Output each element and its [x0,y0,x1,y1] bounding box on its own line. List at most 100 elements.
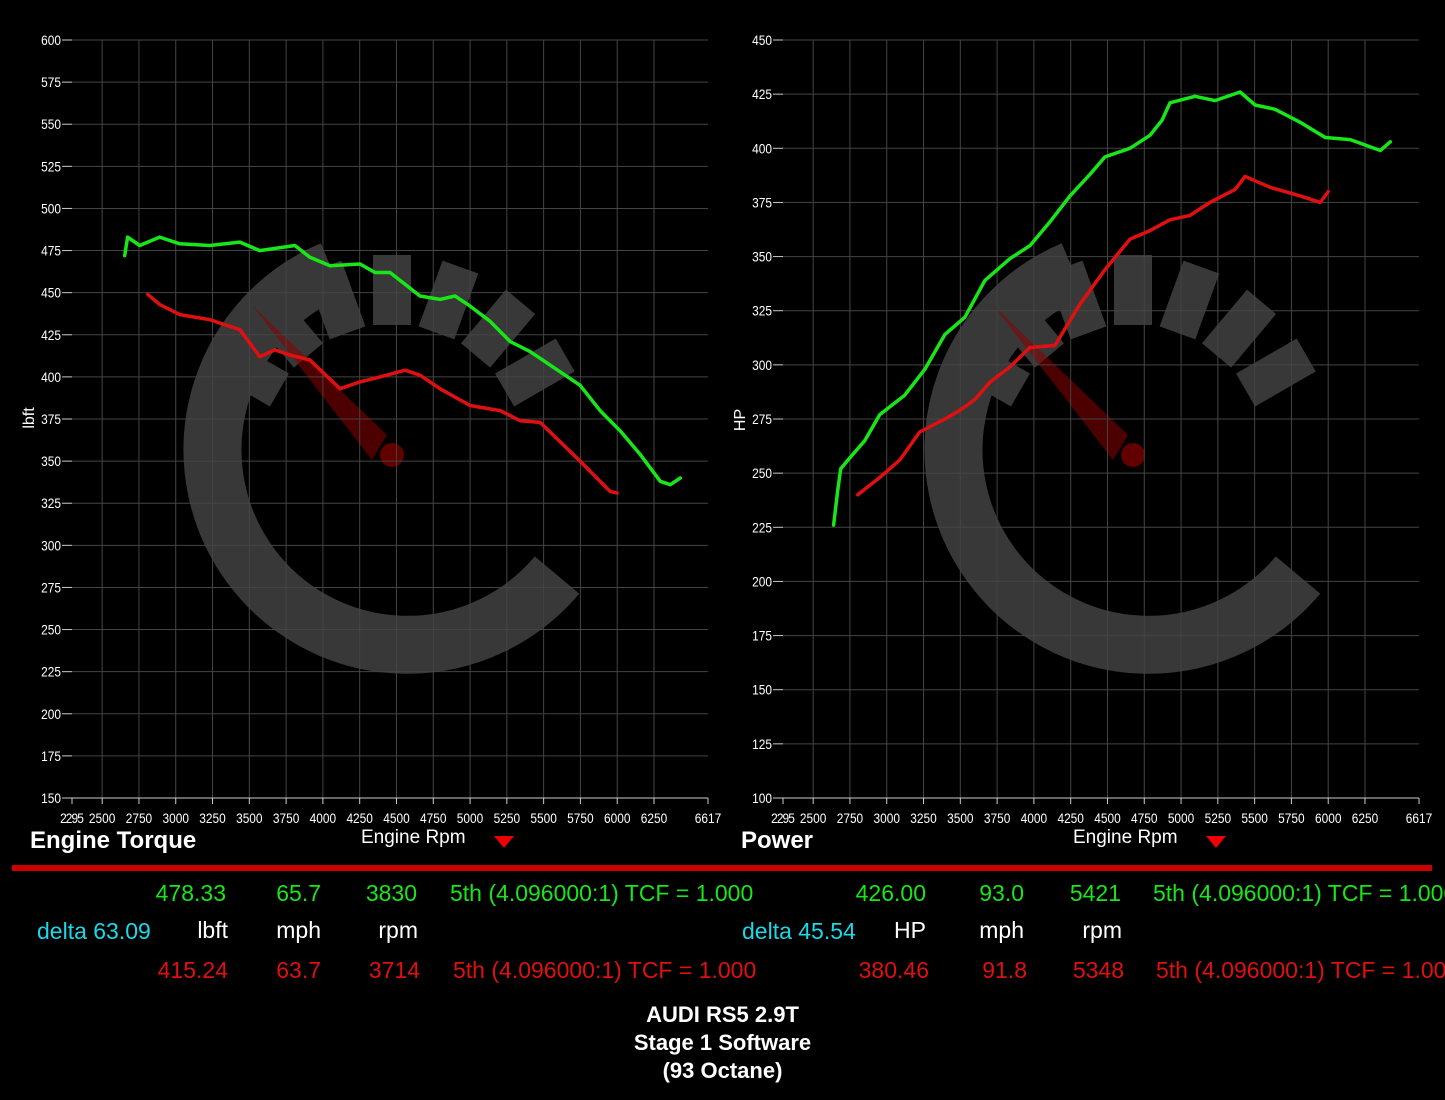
y-tick-label: 175 [752,628,772,644]
power-delta: delta 45.54 [742,918,856,944]
y-tick-label: 100 [752,790,772,806]
unit-rpm: rpm [1082,917,1122,943]
x-tick-label: 5250 [1205,810,1231,826]
tuned-torque-value: 478.33 [155,880,226,906]
stock-series-line [856,174,1330,497]
y-tick-label: 600 [41,32,61,48]
x-tick-label: 5750 [1278,810,1304,826]
watermark-gauge-tick [418,260,479,340]
footer-octane: (93 Octane) [662,1058,783,1083]
tuned-series-line [122,235,683,487]
stock-rpm: 5348 [1072,957,1124,983]
watermark-gauge-tick [495,338,575,407]
tuned-series-line [831,90,1393,527]
unit-hp: HP [894,917,926,943]
y-axis-label: HP [732,409,749,431]
stock-power-value: 380.46 [858,957,929,983]
tuned-speed: 93.0 [979,880,1024,906]
x-tick-label: 3500 [947,810,973,826]
watermark-needle [993,305,1128,460]
x-tick-label: 2750 [126,810,152,826]
torque-delta: delta 63.09 [37,918,151,944]
y-tick-label: 150 [41,790,61,806]
y-tick-label: 450 [41,285,61,301]
x-tick-label: 3750 [273,810,299,826]
y-tick-label: 275 [41,580,61,596]
watermark-gauge-tick [1046,260,1107,340]
x-tick-label: 6250 [641,810,667,826]
divider-bar [12,865,1432,871]
x-tick-label: 5500 [1241,810,1267,826]
tuned-gear: 5th (4.096000:1) TCF = 1.000 [1153,880,1445,906]
x-tick-label: 5000 [1168,810,1194,826]
stock-speed: 91.8 [982,957,1027,983]
x-tick-label: 4500 [383,810,409,826]
watermark-gauge-tick [305,260,366,340]
y-tick-label: 200 [41,706,61,722]
y-tick-label: 525 [41,158,61,174]
tuned-gear: 5th (4.096000:1) TCF = 1.000 [450,880,754,906]
y-tick-label: 475 [41,243,61,259]
x-tick-label: 6617 [695,810,721,826]
x-tick-label: 6250 [1352,810,1378,826]
x-tick-label: 2500 [89,810,115,826]
x-tick-label: 6000 [1315,810,1341,826]
stock-speed: 63.7 [276,957,321,983]
y-tick-label: 250 [41,622,61,638]
y-tick-label: 300 [752,357,772,373]
x-tick-label: 4750 [1131,810,1157,826]
watermark-gauge-tick [1236,338,1316,407]
stock-gear: 5th (4.096000:1) TCF = 1.000 [453,957,757,983]
unit-lbft: lbft [197,917,228,943]
stock-torque-value: 415.24 [157,957,228,983]
tuned-rpm: 3830 [365,880,417,906]
x-tick-label: 2750 [837,810,863,826]
dropdown-triangle-icon[interactable] [1206,836,1226,848]
x-tick-label: 4250 [1057,810,1083,826]
x-tick-label: 4500 [1094,810,1120,826]
y-axis-label: lbft [21,407,38,429]
y-tick-label: 300 [41,537,61,553]
x-tick-label: 2500 [800,810,826,826]
y-tick-label: 375 [752,194,772,210]
y-tick-label: 250 [752,465,772,481]
stock-rpm: 3714 [368,957,420,983]
x-tick-label: 5500 [530,810,556,826]
torque-x-axis-label: Engine Rpm [361,827,466,848]
y-tick-label: 425 [41,327,61,343]
x-tick-label: 5250 [494,810,520,826]
tuned-rpm: 5421 [1069,880,1121,906]
x-tick-label: 4750 [420,810,446,826]
y-tick-label: 350 [752,249,772,265]
y-tick-label: 225 [752,519,772,535]
torque-chart: 600 575 550 525 500 475 450 425 400 375 350 325 300 2… [21,32,721,826]
stock-gear: 5th (4.096000:1) TCF = 1.000 [1156,957,1445,983]
tuned-speed: 65.7 [276,880,321,906]
x-tick-label: 5750 [567,810,593,826]
x-tick-label: 3250 [910,810,936,826]
y-tick-label: 375 [41,411,61,427]
dropdown-triangle-icon[interactable] [494,836,514,848]
y-tick-label: 225 [41,664,61,680]
watermark-needle-hub [1121,443,1145,467]
x-tick-label: 6000 [604,810,630,826]
watermark-needle-hub [380,443,404,467]
x-tick-label: 3750 [984,810,1010,826]
y-tick-label: 125 [752,736,772,752]
y-tick-label: 325 [752,303,772,319]
y-tick-label: 500 [41,201,61,217]
y-tick-label: 400 [752,140,772,156]
power-chart-title: Power [741,827,814,854]
y-tick-label: 350 [41,453,61,469]
unit-mph: mph [276,917,321,943]
x-tick-label: 5000 [457,810,483,826]
y-tick-label: 450 [752,32,772,48]
footer-vehicle: AUDI RS5 2.9T [646,1002,799,1027]
x-tick-label: 3250 [199,810,225,826]
x-tick-label: 6617 [1406,810,1432,826]
x-tick-label: 3000 [163,810,189,826]
unit-mph: mph [979,917,1024,943]
y-tick-label: 275 [752,411,772,427]
y-tick-label: 200 [752,573,772,589]
